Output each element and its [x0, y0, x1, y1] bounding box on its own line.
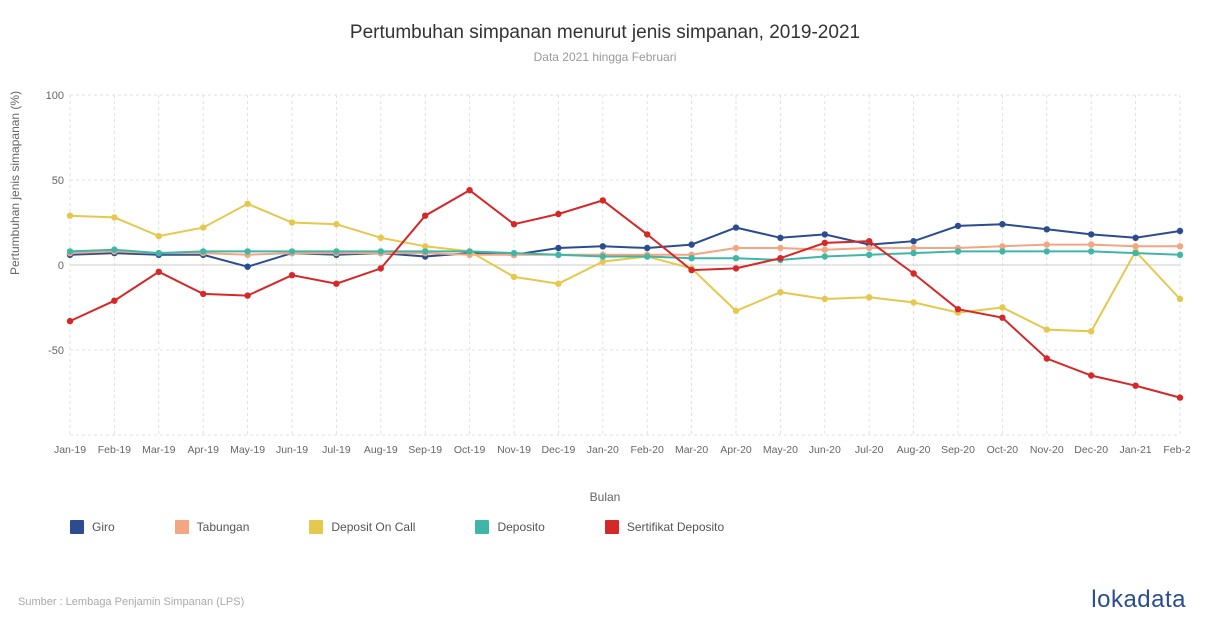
legend-label: Giro	[92, 520, 115, 534]
legend-label: Sertifikat Deposito	[627, 520, 724, 534]
svg-text:Jan-19: Jan-19	[54, 444, 86, 456]
legend-swatch	[309, 520, 323, 534]
svg-text:Jul-20: Jul-20	[855, 444, 884, 456]
legend-swatch	[605, 520, 619, 534]
svg-text:Mar-20: Mar-20	[675, 444, 708, 456]
svg-text:Apr-19: Apr-19	[187, 444, 219, 456]
svg-text:Dec-20: Dec-20	[1074, 444, 1108, 456]
svg-text:Feb-21: Feb-21	[1163, 444, 1190, 456]
svg-text:Oct-19: Oct-19	[454, 444, 486, 456]
svg-text:Aug-20: Aug-20	[897, 444, 931, 456]
x-axis-label: Bulan	[0, 490, 1210, 504]
legend: Giro Tabungan Deposit On Call Deposito Serti…	[70, 520, 1190, 534]
legend-item: Deposito	[475, 520, 544, 534]
legend-label: Tabungan	[197, 520, 250, 534]
svg-text:Jul-19: Jul-19	[322, 444, 351, 456]
svg-text:Nov-19: Nov-19	[497, 444, 531, 456]
chart-subtitle: Data 2021 hingga Februari	[0, 50, 1210, 64]
svg-text:Dec-19: Dec-19	[541, 444, 575, 456]
line-chart-svg: -50 0 50 100 Jan-19 Feb-19 Mar-19 Apr-19 May-19 J…	[40, 75, 1190, 475]
svg-text:Feb-20: Feb-20	[631, 444, 664, 456]
legend-item: Sertifikat Deposito	[605, 520, 724, 534]
svg-text:Jun-19: Jun-19	[276, 444, 308, 456]
legend-item: Tabungan	[175, 520, 250, 534]
svg-text:Jun-20: Jun-20	[809, 444, 841, 456]
legend-label: Deposit On Call	[331, 520, 415, 534]
svg-text:Jan-20: Jan-20	[587, 444, 619, 456]
legend-swatch	[70, 520, 84, 534]
svg-text:0: 0	[58, 260, 64, 272]
svg-text:-50: -50	[48, 345, 64, 357]
svg-text:Sep-20: Sep-20	[941, 444, 975, 456]
svg-text:Jan-21: Jan-21	[1120, 444, 1152, 456]
legend-swatch	[175, 520, 189, 534]
svg-text:Feb-19: Feb-19	[98, 444, 131, 456]
svg-text:Oct-20: Oct-20	[987, 444, 1019, 456]
svg-text:May-20: May-20	[763, 444, 798, 456]
svg-text:Apr-20: Apr-20	[720, 444, 752, 456]
svg-text:Sep-19: Sep-19	[408, 444, 442, 456]
svg-text:Aug-19: Aug-19	[364, 444, 398, 456]
y-axis-label: Pertumbuhan jenis simapanan (%)	[8, 91, 22, 275]
svg-text:100: 100	[46, 90, 64, 102]
chart-area: -50 0 50 100 Jan-19 Feb-19 Mar-19 Apr-19 May-19 J…	[40, 75, 1190, 475]
legend-swatch	[475, 520, 489, 534]
brand-logo: lokadata	[1091, 586, 1186, 614]
legend-label: Deposito	[497, 520, 544, 534]
svg-text:Nov-20: Nov-20	[1030, 444, 1064, 456]
legend-item: Deposit On Call	[309, 520, 415, 534]
legend-item: Giro	[70, 520, 115, 534]
svg-text:50: 50	[52, 175, 64, 187]
source-text: Sumber : Lembaga Penjamin Simpanan (LPS)	[18, 596, 244, 608]
chart-title: Pertumbuhan simpanan menurut jenis simpa…	[0, 0, 1210, 44]
svg-text:May-19: May-19	[230, 444, 265, 456]
svg-text:Mar-19: Mar-19	[142, 444, 175, 456]
